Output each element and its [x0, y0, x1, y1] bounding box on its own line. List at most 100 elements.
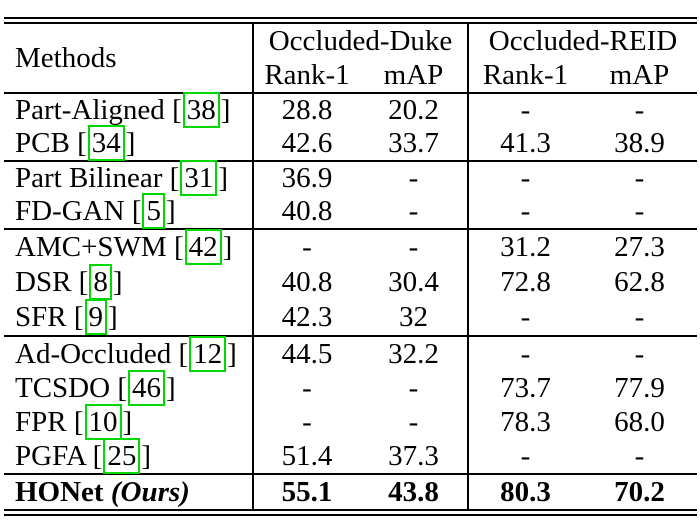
method-name: FPR [15, 405, 67, 438]
method-cell: AMC+SWM [42] [4, 228, 253, 265]
metric-value: 36.9 [252, 160, 360, 195]
metric-value: 43.8 [360, 473, 468, 509]
citation-link[interactable]: 8 [89, 264, 112, 300]
method-cell: PCB [34] [15, 125, 136, 161]
method-name: TCSDO [15, 371, 111, 404]
table-top-rule-outer [4, 17, 697, 19]
metric-value: 30.4 [388, 266, 439, 298]
method-name: PGFA [15, 439, 86, 472]
metric-value: - [408, 195, 419, 227]
method-cell: DSR [8] [15, 264, 123, 300]
metric-value: - [634, 301, 645, 333]
method-cell: FD-GAN [5] [15, 193, 176, 229]
metric-value: - [252, 228, 360, 265]
method-name: Part-Aligned [15, 94, 165, 126]
metric-value: 28.8 [252, 93, 360, 127]
method-name: Part Bilinear [15, 162, 163, 194]
results-table-body: Part-Aligned [38] 28.8 20.2- - PCB [34] 42.6 3… [4, 92, 697, 509]
method-cell: Part-Aligned [38] [15, 92, 231, 128]
citation-link[interactable]: 31 [180, 160, 218, 196]
method-cell: Ad-Occluded [12] [4, 335, 253, 372]
metric-value: 32 [399, 301, 428, 333]
metric-value: 31.2 [467, 228, 582, 265]
metric-value: - [360, 160, 468, 195]
column-header-duke-rank1: Rank-1 [252, 59, 360, 94]
metric-value: - [634, 195, 645, 227]
metric-value: 40.8 [252, 195, 360, 229]
method-name: DSR [15, 266, 72, 298]
method-cell: PGFA [25] [15, 437, 151, 474]
citation-link[interactable]: 38 [182, 92, 220, 128]
metric-value: 38.9 [614, 127, 665, 159]
table-row: FD-GAN [5] 40.8 - - - [4, 193, 697, 229]
table-row: HONet (Ours) 55.1 43.8 80.3 70.2 [4, 473, 697, 509]
table-row: FPR [10] - - 78.3 68.0 [4, 403, 697, 440]
citation-link[interactable]: 46 [128, 369, 165, 406]
metric-value: 70.2 [582, 473, 697, 509]
column-header-reid-map: mAP [582, 59, 697, 94]
citation-link[interactable]: 9 [84, 299, 108, 335]
metric-value: - [467, 300, 582, 336]
method-name: FD-GAN [15, 195, 125, 227]
metric-value: - [467, 93, 582, 127]
table-top-rule-inner [4, 22, 697, 24]
method-cell: Part Bilinear [31] [4, 160, 253, 196]
metric-value: 42.3 [252, 300, 360, 336]
method-name: HONet [15, 475, 104, 508]
metric-value: 37.3 [388, 439, 439, 472]
metric-value: 32.2 [360, 335, 468, 371]
method-cell: FPR [10] [15, 403, 133, 440]
method-cell: SFR [9] [15, 299, 118, 335]
table-row: Part Bilinear [31] 36.9- - - [4, 160, 697, 196]
citation-link[interactable]: 34 [87, 125, 125, 161]
method-name: AMC+SWM [15, 231, 167, 263]
metric-value: - [252, 405, 360, 439]
column-header-methods: Methods [4, 24, 253, 94]
metric-value: - [467, 439, 582, 474]
table-row: PGFA [25] 51.4 37.3- - [4, 437, 697, 474]
table-row: PCB [34] 42.6 33.7 41.3 38.9 [4, 125, 697, 161]
metric-value: 77.9 [614, 371, 665, 404]
metric-value: - [360, 228, 468, 265]
column-group-occluded-reid: Occluded-REID [467, 24, 697, 59]
column-group-occluded-duke: Occluded-Duke [252, 24, 468, 59]
method-name: Ad-Occluded [15, 337, 172, 370]
table-row: SFR [9] 42.3 32 - - [4, 299, 697, 336]
header-row-metrics: Rank-1 mAP Rank-1 mAP [4, 59, 697, 94]
metric-value: 33.7 [388, 127, 439, 159]
metric-value: - [582, 335, 697, 371]
metric-value: - [634, 439, 645, 472]
metric-value: 51.4 [252, 439, 360, 474]
metric-value: - [467, 195, 582, 229]
citation-link[interactable]: 42 [184, 229, 222, 265]
method-name: PCB [15, 127, 70, 159]
table-header: Methods Occluded-Duke Occluded-REID Rank… [4, 24, 697, 94]
citation-link[interactable]: 5 [142, 193, 165, 229]
metric-value: 72.8 [467, 265, 582, 300]
metric-value: - [634, 94, 645, 126]
metric-value: 40.8 [252, 265, 360, 300]
metric-value: 44.5 [252, 335, 360, 371]
metric-value: - [582, 160, 697, 195]
citation-link[interactable]: 12 [189, 335, 227, 372]
citation-link[interactable]: 25 [103, 437, 141, 474]
citation-link[interactable]: 10 [84, 403, 122, 440]
method-name: SFR [15, 301, 67, 333]
metric-value: 42.6 [252, 127, 360, 161]
column-header-reid-rank1: Rank-1 [467, 59, 582, 94]
metric-value: - [252, 371, 360, 405]
metric-value: 80.3 [467, 473, 582, 509]
metric-value: 73.7 [467, 371, 582, 405]
metric-value: 55.1 [252, 473, 360, 509]
metric-value: - [467, 335, 582, 371]
metric-value: 62.8 [614, 266, 665, 298]
table-row: TCSDO [46] - - 73.7 77.9 [4, 369, 697, 406]
metric-value: 68.0 [614, 405, 665, 438]
table-row: DSR [8] 40.8 30.4 72.8 62.8 [4, 264, 697, 300]
method-cell: TCSDO [46] [15, 369, 176, 406]
metric-value: 78.3 [467, 405, 582, 439]
metric-value: 27.3 [582, 228, 697, 265]
metric-value: - [408, 371, 419, 404]
header-row-datasets: Methods Occluded-Duke Occluded-REID [4, 24, 697, 94]
